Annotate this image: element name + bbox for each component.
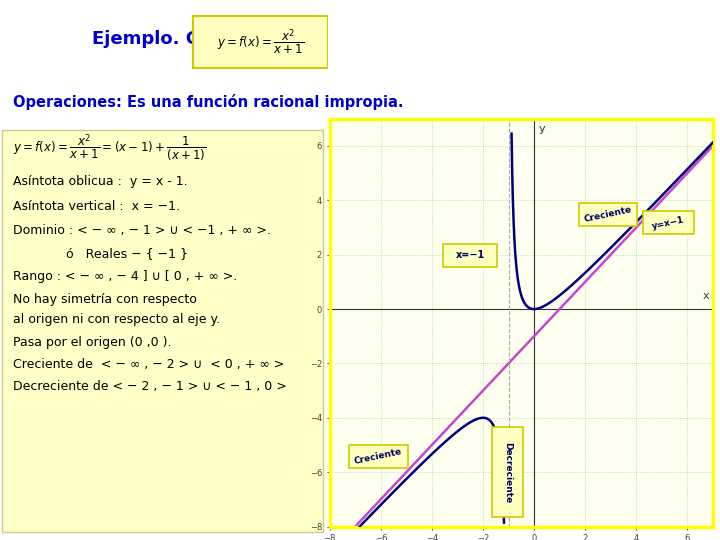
FancyBboxPatch shape — [444, 244, 497, 267]
Text: Ejemplo. Graficar:: Ejemplo. Graficar: — [91, 30, 274, 48]
Text: Operaciones: Es una función racional impropia.: Operaciones: Es una función racional imp… — [13, 94, 404, 111]
Text: Creciente: Creciente — [354, 447, 403, 466]
Text: Asíntota oblicua :  y = x - 1.: Asíntota oblicua : y = x - 1. — [13, 176, 188, 188]
Text: Creciente de  < − ∞ , − 2 > ∪  < 0 , + ∞ >: Creciente de < − ∞ , − 2 > ∪ < 0 , + ∞ > — [13, 358, 284, 371]
Text: Decreciente de < − 2 , − 1 > ∪ < − 1 , 0 >: Decreciente de < − 2 , − 1 > ∪ < − 1 , 0… — [13, 380, 287, 393]
Text: Dominio : < − ∞ , − 1 > ∪ < −1 , + ∞ >.: Dominio : < − ∞ , − 1 > ∪ < −1 , + ∞ >. — [13, 224, 271, 237]
Text: Creciente: Creciente — [583, 205, 633, 224]
FancyBboxPatch shape — [193, 16, 328, 68]
FancyBboxPatch shape — [1, 130, 323, 532]
FancyBboxPatch shape — [349, 445, 408, 468]
Text: Decreciente: Decreciente — [503, 442, 512, 503]
Text: x=−1: x=−1 — [456, 251, 485, 260]
Text: Pasa por el origen (0 ,0 ).: Pasa por el origen (0 ,0 ). — [13, 336, 171, 349]
Text: $y = f(x) = \dfrac{x^2}{x+1}$: $y = f(x) = \dfrac{x^2}{x+1}$ — [217, 28, 304, 57]
Text: ó   Reales − { −1 }: ó Reales − { −1 } — [66, 247, 187, 260]
Text: $y = f(x) = \dfrac{x^2}{x+1} = (x-1) + \dfrac{1}{(x+1)}$: $y = f(x) = \dfrac{x^2}{x+1} = (x-1) + \… — [13, 132, 207, 164]
FancyBboxPatch shape — [579, 203, 637, 226]
Text: No hay simetría con respecto: No hay simetría con respecto — [13, 293, 197, 306]
Text: y=x−1: y=x−1 — [651, 215, 685, 231]
Text: y: y — [539, 124, 546, 134]
Text: Asíntota vertical :  x = −1.: Asíntota vertical : x = −1. — [13, 200, 180, 213]
FancyBboxPatch shape — [642, 211, 693, 234]
Text: Rango : < − ∞ , − 4 ] ∪ [ 0 , + ∞ >.: Rango : < − ∞ , − 4 ] ∪ [ 0 , + ∞ >. — [13, 270, 238, 283]
FancyBboxPatch shape — [492, 427, 523, 517]
Text: al origen ni con respecto al eje y.: al origen ni con respecto al eje y. — [13, 313, 220, 326]
Text: x: x — [702, 291, 709, 301]
